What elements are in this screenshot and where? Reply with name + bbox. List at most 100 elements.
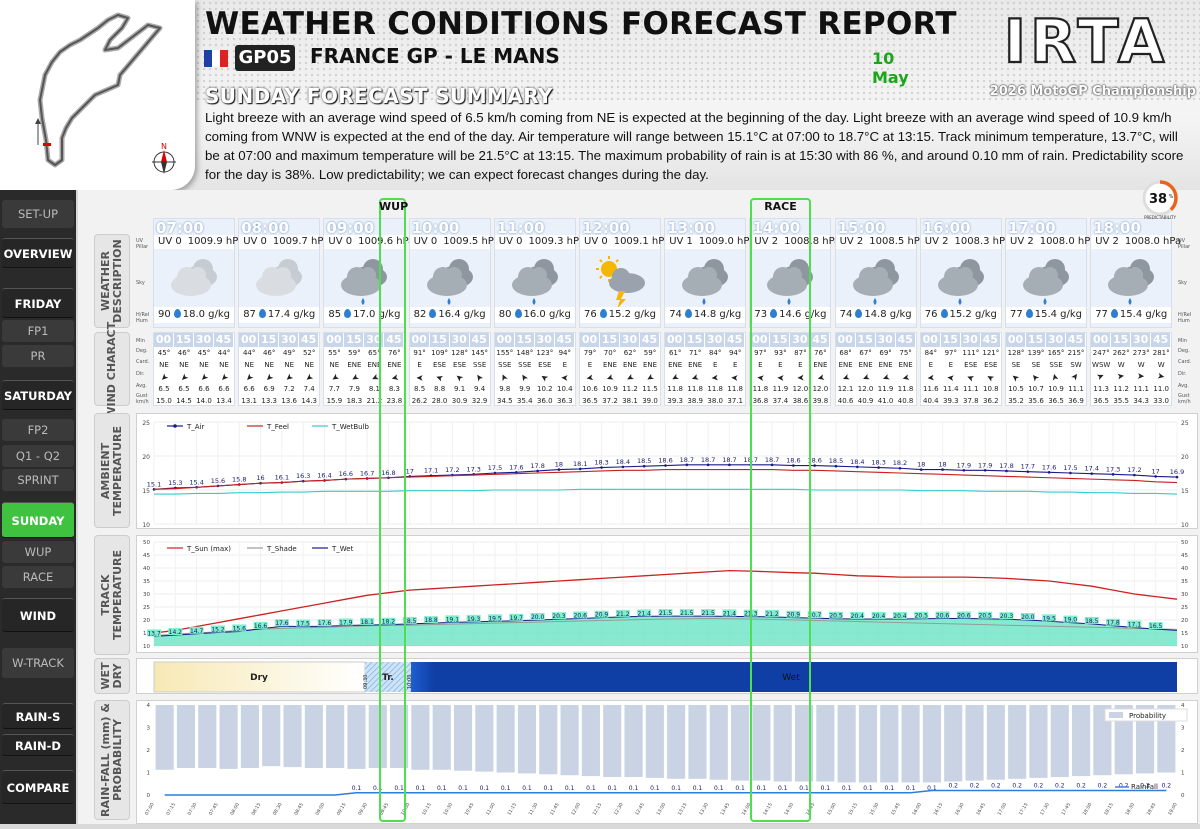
minute-label: 00	[580, 333, 599, 347]
minute-label: 15	[174, 333, 193, 347]
wind-deg-value: 84°	[708, 349, 722, 357]
sidebar-item-rain-d[interactable]: RAIN-D	[2, 734, 74, 756]
x-tick-label: 12:45	[634, 802, 646, 817]
wet-label: 13.7	[147, 630, 161, 637]
wind-deg-value: 123°	[536, 349, 554, 357]
sidebar-item-overview[interactable]: OVERVIEW	[2, 238, 74, 268]
sidebar-item-friday[interactable]: FRIDAY	[2, 288, 74, 318]
wind-deg-value: 111°	[962, 349, 980, 357]
uv-pressure-bar: UV 0 1009.5 hPa	[409, 235, 500, 249]
wet-label-bg	[956, 611, 971, 619]
y-tick-label: 50	[1181, 540, 1188, 546]
wet-label-bg	[871, 611, 886, 619]
wind-arrow-icon: ➤	[981, 371, 1001, 383]
sidebar-item-set-up[interactable]: SET-UP	[2, 200, 74, 228]
sidebar-item-w-track[interactable]: W-TRACK	[2, 648, 74, 678]
data-label: 18.7	[722, 456, 736, 464]
wet-label-bg	[978, 611, 993, 619]
wind-avg-value: 8.5	[414, 385, 426, 393]
sidebar-item-wind[interactable]: WIND	[2, 598, 74, 632]
rain-cloud-icon	[426, 259, 473, 305]
sidebar-item-rain-s[interactable]: RAIN-S	[2, 703, 74, 729]
data-label: 17.3	[466, 465, 480, 473]
probability-bar	[368, 705, 387, 768]
abs-humidity: 17.0 g/kg	[353, 309, 401, 320]
data-point	[578, 467, 582, 471]
panel-label-rain: RAIN-FALL (mm) & PROBABILITY	[94, 700, 130, 820]
rel-humidity: 73	[754, 309, 768, 320]
arrow-glyph: ➤	[585, 371, 595, 383]
hour-column: 15:00 UV 2 1008.5 hPa 74 14.8 g/kg	[834, 218, 926, 328]
rain-label: 0.1	[586, 785, 596, 792]
wind-deg-value: 76°	[814, 349, 827, 357]
page-title: WEATHER CONDITIONS FORECAST REPORT	[205, 6, 957, 42]
y-tick-label: 40	[143, 566, 150, 572]
sidebar-item-sprint[interactable]: SPRINT	[2, 469, 74, 491]
data-label: 18.7	[680, 456, 694, 464]
arrow-glyph: ➤	[303, 370, 316, 384]
wet-label-bg	[445, 615, 460, 623]
wind-row-deg: 68° 67° 69° 75°	[836, 347, 916, 359]
wind-deg-value: 128°	[451, 349, 469, 357]
pressure: 1009.9 hPa	[187, 236, 244, 247]
wind-block: 00 15 30 45 79° 70° 62° 59° E ENE ENE ENE ➤ ➤ ➤ ➤ 10.6 10…	[579, 332, 661, 406]
arrow-glyph: ➤	[926, 371, 936, 383]
wind-gust-value: 36.5	[1048, 397, 1064, 405]
sidebar-item-fp2[interactable]: FP2	[2, 419, 74, 441]
data-point	[557, 468, 561, 471]
arrow-glyph: ➤	[731, 371, 740, 383]
wind-deg-value: 59°	[643, 349, 657, 357]
wind-minutes-header: 00 15 30 45	[409, 333, 490, 347]
sidebar-item-fp1[interactable]: FP1	[2, 320, 74, 342]
uv-index: UV 1	[669, 236, 693, 247]
sidebar-item-saturday[interactable]: SATURDAY	[2, 380, 74, 410]
wind-avg-value: 10.8	[983, 385, 999, 393]
rain-label: 0.1	[863, 785, 873, 792]
sidebar-item-pr[interactable]: PR	[2, 345, 74, 367]
wind-card-value: SSE	[1049, 361, 1063, 369]
sidebar-item-q1-q2[interactable]: Q1 - Q2	[2, 445, 74, 467]
row-label: Sky	[136, 280, 145, 286]
wind-card-value: ENE	[898, 361, 913, 369]
probability-bar	[326, 705, 345, 768]
wet-label: 20.0	[1021, 614, 1035, 621]
wind-card-value: E	[712, 361, 718, 369]
probability-bar	[1072, 705, 1091, 777]
session-box-race[interactable]	[750, 198, 811, 822]
row-label: Dir.	[136, 371, 145, 377]
row-label: Card.	[1178, 359, 1192, 365]
uv-index: UV 0	[328, 236, 353, 247]
wind-card-value: E	[928, 361, 934, 369]
water-drop-icon	[684, 309, 692, 318]
arrow-glyph: ➤	[965, 370, 977, 384]
wet-label: 19.5	[488, 615, 502, 622]
session-box-wup[interactable]	[379, 198, 406, 822]
panel-label-text: WEATHER DESCRIPTION	[99, 239, 124, 323]
wind-gust-value: 38.1	[622, 397, 638, 405]
wind-row-deg: 79° 70° 62° 59°	[580, 347, 660, 359]
wind-card-value: NE	[199, 361, 209, 369]
humidity-bar: 87 17.4 g/kg	[239, 307, 320, 323]
water-drop-icon	[599, 309, 607, 318]
wind-gust-value: 13.4	[216, 397, 232, 405]
wind-deg-value: 71°	[688, 349, 702, 357]
water-drop-icon	[173, 309, 181, 318]
minute-label: 45	[640, 333, 659, 347]
weather-icon-wrap	[421, 253, 481, 313]
wind-deg-value: 262°	[1112, 349, 1130, 357]
sidebar-item-race[interactable]: RACE	[2, 566, 74, 588]
uv-index: UV 2	[924, 236, 949, 247]
sidebar-item-sunday[interactable]: SUNDAY	[2, 502, 74, 538]
wind-row-deg: 247° 262° 273° 281°	[1091, 347, 1171, 359]
wet-dry-svg: Dry Tr. Wet 09:30 10:00	[153, 661, 1177, 693]
wind-gust-value: 35.4	[517, 397, 533, 405]
sidebar-item-wup[interactable]: WUP	[2, 541, 74, 563]
arrow-glyph: ➤	[453, 370, 466, 384]
wind-arrow-icon: ➤	[239, 371, 259, 383]
wind-row-card: NE NE NE NE	[239, 359, 319, 371]
probability-bar	[390, 705, 409, 768]
gp-date: 10 May	[872, 49, 909, 87]
sidebar-item-compare[interactable]: COMPARE	[2, 770, 74, 804]
row-label: Dir.	[1178, 371, 1187, 377]
uv-pressure-bar: UV 2 1008.0 hPa	[1006, 235, 1096, 249]
